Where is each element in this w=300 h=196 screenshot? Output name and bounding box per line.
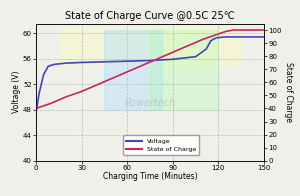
- Y-axis label: State of Charge: State of Charge: [284, 62, 293, 122]
- Text: Powertech: Powertech: [124, 98, 176, 108]
- Bar: [104, 30, 162, 110]
- Bar: [150, 30, 218, 110]
- Title: State of Charge Curve @0.5C 25℃: State of Charge Curve @0.5C 25℃: [65, 11, 235, 21]
- Bar: [59, 27, 241, 65]
- Y-axis label: Voltage (V): Voltage (V): [12, 71, 21, 113]
- Legend: Voltage, State of Charge: Voltage, State of Charge: [123, 135, 200, 155]
- X-axis label: Charging Time (Minutes): Charging Time (Minutes): [103, 172, 197, 181]
